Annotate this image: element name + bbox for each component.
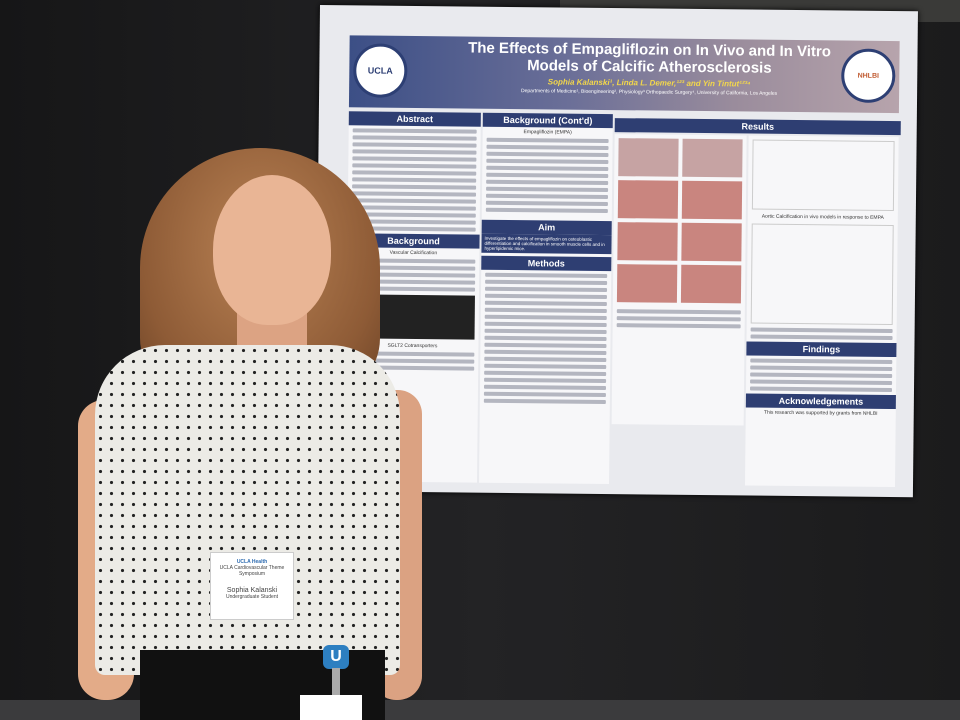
column-4: Aortic Calcification in vivo models in r… <box>744 135 899 488</box>
background-contd-header: Background (Cont'd) <box>482 112 613 129</box>
acknowledgements-header: Acknowledgements <box>745 393 896 410</box>
aim-header: Aim <box>481 219 612 236</box>
ucla-logo: UCLA <box>353 43 408 98</box>
poster-header: UCLA NHLBI The Effects of Empagliflozin … <box>348 35 900 114</box>
poster-title: The Effects of Empagliflozin on In Vivo … <box>468 39 832 77</box>
badge-event: UCLA Cardiovascular Theme Symposium <box>219 565 285 577</box>
badge-org: UCLA Health <box>236 559 268 565</box>
aortic-calcification-subheader: Aortic Calcification in vivo models in r… <box>761 213 884 221</box>
badge-reel-strap <box>332 668 340 696</box>
scatter-figure <box>750 223 894 326</box>
badge-clip: U <box>323 645 349 669</box>
column-2: Background (Cont'd) Empagliflozin (EMPA)… <box>479 112 613 485</box>
results-header: Results <box>614 118 901 136</box>
badge-name: Sophia Kalanski <box>226 587 278 594</box>
patterned-blouse <box>95 345 400 675</box>
results-header-bar: Results <box>614 118 901 136</box>
acknowledgements-text: This research was supported by grants fr… <box>763 409 878 417</box>
methods-header: Methods <box>481 255 612 272</box>
results-figures <box>611 134 747 426</box>
name-badge: UCLA Health UCLA Cardiovascular Theme Sy… <box>210 552 294 620</box>
findings-header: Findings <box>746 341 897 358</box>
id-card <box>300 695 362 720</box>
abstract-header: Abstract <box>348 111 481 127</box>
bar-figure <box>751 139 895 212</box>
aim-text: Investigate the effects of empagliflozin… <box>481 233 612 255</box>
face <box>213 175 331 325</box>
empa-subheader: Empagliflozin (EMPA) <box>523 129 572 136</box>
badge-role: Undergraduate Student <box>226 594 278 600</box>
